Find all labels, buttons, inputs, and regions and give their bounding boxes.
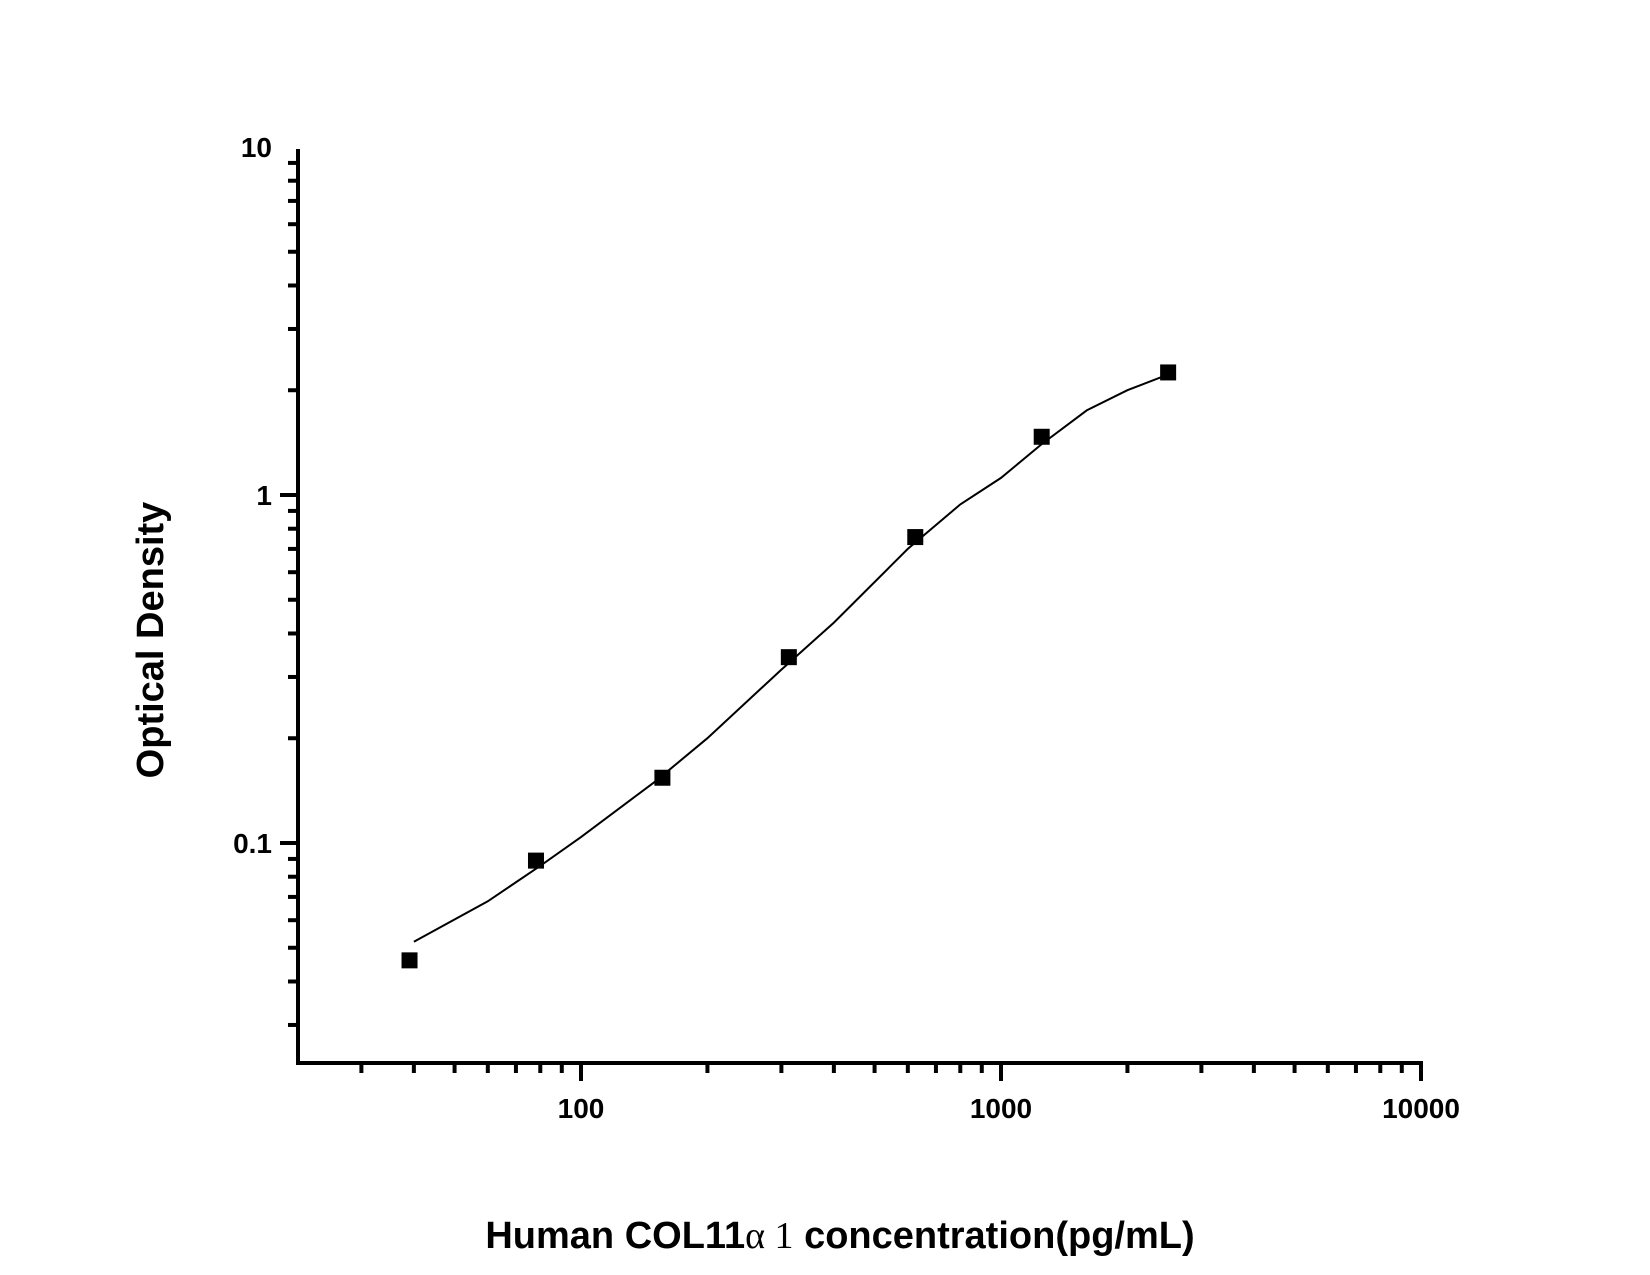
ticks: 0.1 1 10 100 1000 10000 [233, 132, 1460, 1124]
data-point-marker [654, 769, 671, 786]
data-point-marker [907, 529, 924, 546]
x-tick-label: 10000 [1382, 1093, 1460, 1124]
data-point-marker [780, 649, 797, 666]
data-points [401, 364, 1177, 969]
y-tick-label: 0.1 [233, 828, 272, 859]
x-tick-label: 1000 [970, 1093, 1032, 1124]
x-tick-label: 100 [558, 1093, 605, 1124]
y-axis-title: Optical Density [130, 502, 172, 779]
y-tick-label: 10 [241, 132, 272, 163]
x-axis-title: Human COL11α 1 concentration(pg/mL) [485, 1215, 1194, 1257]
fitted-curve-line [413, 373, 1169, 943]
y-tick-label: 1 [256, 480, 272, 511]
axes [296, 149, 1423, 1065]
data-point-marker [1033, 428, 1050, 445]
data-point-marker [401, 952, 418, 969]
fitted-curve [413, 373, 1169, 943]
data-point-marker [527, 852, 544, 869]
data-point-marker [1160, 364, 1177, 381]
